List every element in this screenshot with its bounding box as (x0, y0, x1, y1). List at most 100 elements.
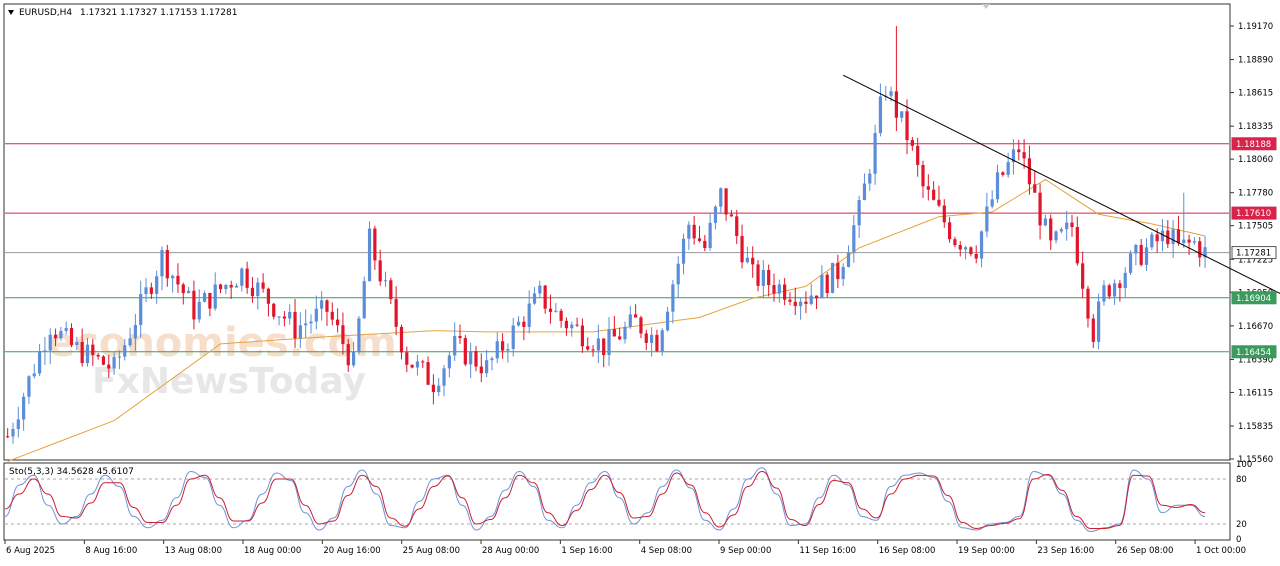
time-tick-label: 19 Sep 00:00 (958, 546, 1015, 556)
candle (852, 215, 856, 263)
candle (240, 267, 244, 292)
price-tick-label: 1.19170 (1238, 22, 1273, 32)
candle (974, 245, 978, 264)
candle (64, 321, 68, 335)
candle (266, 287, 271, 317)
price-tick-label: 1.16115 (1238, 388, 1273, 398)
candle (862, 173, 867, 201)
trendline[interactable] (842, 74, 1280, 296)
candle (777, 279, 781, 303)
candle (336, 308, 340, 333)
candle (814, 295, 819, 310)
candle (1182, 192, 1186, 249)
candle (612, 316, 616, 337)
price-tick-label: 1.16390 (1238, 355, 1273, 365)
candle (905, 99, 909, 155)
candle (490, 356, 494, 371)
candle (580, 318, 585, 353)
candle (1112, 279, 1117, 305)
candle (804, 291, 808, 314)
stochastic-main-line (4, 467, 1206, 533)
candle (1203, 236, 1207, 268)
candles-layer (6, 25, 1207, 444)
price-level-value: 1.18188 (1236, 140, 1271, 150)
candle (1123, 267, 1127, 298)
candle (59, 326, 63, 341)
time-tick-label: 20 Aug 16:00 (323, 546, 380, 556)
stochastic-layer: 100 80 20 0 (4, 460, 1252, 545)
candle (367, 221, 372, 282)
candle (1187, 234, 1191, 255)
candle (394, 286, 398, 336)
candle (820, 265, 824, 299)
candle (250, 276, 255, 303)
candle (85, 337, 90, 367)
candle (1065, 210, 1069, 241)
candle (953, 236, 957, 248)
candle (197, 289, 201, 323)
candle (410, 364, 414, 369)
candle (649, 327, 654, 357)
candle (926, 174, 930, 201)
candle (479, 353, 483, 383)
stochastic-tick-label: 80 (1236, 475, 1247, 485)
candle (245, 261, 249, 294)
candle (506, 343, 510, 363)
candle (793, 287, 797, 316)
candle (463, 335, 467, 367)
candle (309, 314, 313, 334)
candle (532, 287, 537, 305)
price-tick-label: 1.18060 (1238, 155, 1273, 165)
candle (767, 264, 771, 297)
price-tick-label: 1.17505 (1238, 222, 1273, 232)
moving-average-line (7, 178, 1206, 462)
candle (165, 244, 169, 287)
candle (559, 308, 563, 328)
candle (453, 322, 457, 361)
candle (703, 234, 707, 252)
candle (772, 273, 776, 302)
candle (1006, 152, 1010, 178)
candle (234, 283, 239, 288)
candle (101, 355, 106, 366)
candle (341, 312, 345, 355)
candle (857, 195, 861, 238)
dropdown-triangle-icon[interactable] (8, 10, 14, 15)
stochastic-tick-label: 100 (1236, 460, 1252, 470)
candle (729, 209, 734, 217)
stochastic-tick-label: 0 (1236, 535, 1241, 545)
moving-average-layer (7, 178, 1206, 462)
candle (1097, 293, 1101, 350)
candle (591, 345, 595, 357)
candle (1027, 145, 1032, 195)
price-level-label-resistance: 1.18188 (1231, 137, 1277, 151)
candle (181, 282, 185, 305)
candle (676, 256, 680, 298)
candle (799, 298, 803, 320)
time-tick-label: 18 Aug 00:00 (244, 546, 301, 556)
candle (564, 317, 569, 336)
candle (69, 323, 74, 348)
candle (575, 317, 579, 327)
candle (745, 246, 749, 264)
candle (932, 181, 936, 201)
candle (373, 225, 377, 270)
candle (442, 364, 446, 397)
candle (171, 274, 175, 293)
trendline-layer (842, 74, 1280, 296)
price-axis: 1.19170 1.18890 1.18615 1.18335 1.18060 1.177… (1230, 22, 1273, 465)
candle (1086, 285, 1090, 328)
candle (362, 276, 366, 319)
candle (910, 137, 914, 151)
candle (1128, 250, 1133, 275)
candle (346, 338, 350, 372)
candle (623, 321, 627, 344)
watermark-brand-bottom: FxNewsToday (92, 361, 366, 402)
candle (357, 315, 361, 355)
time-tick-label: 1 Oct 00:00 (1196, 546, 1246, 556)
candle (176, 263, 180, 293)
candle (447, 352, 451, 378)
candle (187, 287, 191, 294)
